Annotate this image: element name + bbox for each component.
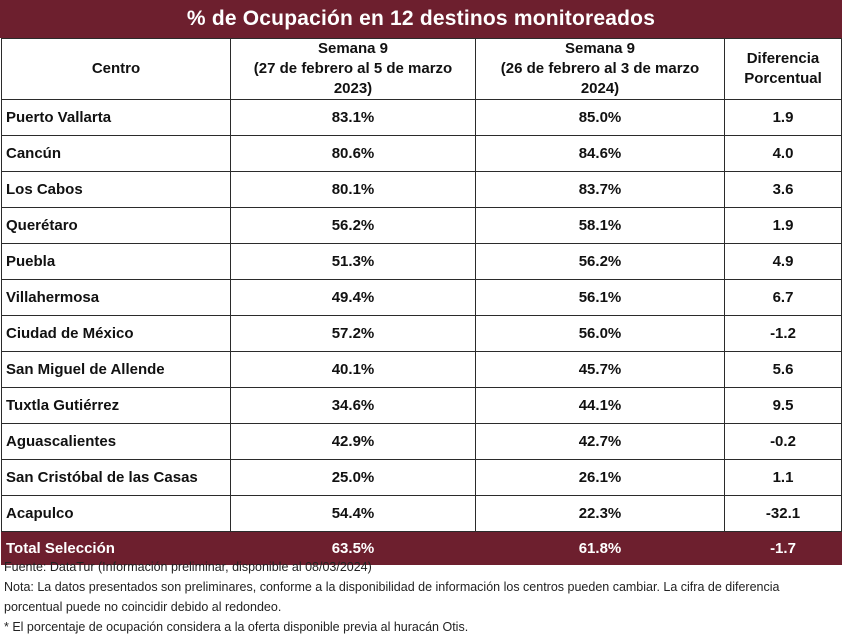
cell-semana-2024: 56.1% <box>475 279 725 316</box>
cell-centro: Aguascalientes <box>1 423 231 460</box>
table-row: Querétaro 56.2% 58.1% 1.9 <box>1 207 842 244</box>
header-diferencia-line2: Porcentual <box>744 70 822 87</box>
cell-semana-2024: 56.2% <box>475 243 725 280</box>
cell-diferencia: 6.7 <box>724 279 842 316</box>
table-row: San Cristóbal de las Casas 25.0% 26.1% 1… <box>1 459 842 496</box>
cell-centro: San Cristóbal de las Casas <box>1 459 231 496</box>
cell-semana-2023: 56.2% <box>230 207 476 244</box>
cell-semana-2023: 51.3% <box>230 243 476 280</box>
source-note: Fuente: DataTur (Información preliminar,… <box>4 560 372 574</box>
asterisk-note: * El porcentaje de ocupación considera a… <box>4 620 469 634</box>
cell-diferencia: 4.0 <box>724 135 842 172</box>
cell-semana-2024: 84.6% <box>475 135 725 172</box>
cell-semana-2024: 42.7% <box>475 423 725 460</box>
cell-semana-2023: 40.1% <box>230 351 476 388</box>
cell-semana-2023: 80.6% <box>230 135 476 172</box>
total-label: Total Selección <box>1 531 231 565</box>
header-diferencia: Diferencia Porcentual <box>724 38 842 100</box>
cell-diferencia: -0.2 <box>724 423 842 460</box>
cell-centro: Querétaro <box>1 207 231 244</box>
table-row: Los Cabos 80.1% 83.7% 3.6 <box>1 171 842 208</box>
cell-semana-2024: 45.7% <box>475 351 725 388</box>
cell-semana-2024: 26.1% <box>475 459 725 496</box>
cell-centro: Puebla <box>1 243 231 280</box>
cell-semana-2023: 80.1% <box>230 171 476 208</box>
header-diferencia-line1: Diferencia <box>746 50 820 67</box>
cell-diferencia: 1.9 <box>724 207 842 244</box>
cell-semana-2024: 58.1% <box>475 207 725 244</box>
cell-semana-2024: 56.0% <box>475 315 725 352</box>
cell-centro: Ciudad de México <box>1 315 231 352</box>
header-semana-2023: Semana 9 (27 de febrero al 5 de marzo 20… <box>230 38 476 100</box>
cell-semana-2023: 54.4% <box>230 495 476 532</box>
table-body: Puerto Vallarta 83.1% 85.0% 1.9 Cancún 8… <box>1 99 842 565</box>
cell-semana-2023: 34.6% <box>230 387 476 424</box>
cell-centro: Puerto Vallarta <box>1 99 231 136</box>
cell-semana-2023: 49.4% <box>230 279 476 316</box>
data-note: Nota: La datos presentados son prelimina… <box>4 580 780 614</box>
header-centro: Centro <box>1 38 231 100</box>
cell-diferencia: 1.1 <box>724 459 842 496</box>
cell-centro: Cancún <box>1 135 231 172</box>
cell-semana-2023: 83.1% <box>230 99 476 136</box>
header-semana-2024: Semana 9 (26 de febrero al 3 de marzo 20… <box>475 38 725 100</box>
cell-semana-2023: 57.2% <box>230 315 476 352</box>
cell-diferencia: 5.6 <box>724 351 842 388</box>
cell-semana-2023: 25.0% <box>230 459 476 496</box>
header-semana-2024-line3: 2024) <box>580 80 620 97</box>
total-diferencia: -1.7 <box>724 531 842 565</box>
cell-centro: Los Cabos <box>1 171 231 208</box>
cell-diferencia: -32.1 <box>724 495 842 532</box>
cell-centro: Tuxtla Gutiérrez <box>1 387 231 424</box>
cell-semana-2024: 83.7% <box>475 171 725 208</box>
table-row: Tuxtla Gutiérrez 34.6% 44.1% 9.5 <box>1 387 842 424</box>
header-semana-2023-line2: (27 de febrero al 5 de marzo <box>253 60 453 77</box>
table-row: Villahermosa 49.4% 56.1% 6.7 <box>1 279 842 316</box>
table-row: San Miguel de Allende 40.1% 45.7% 5.6 <box>1 351 842 388</box>
table-row: Puerto Vallarta 83.1% 85.0% 1.9 <box>1 99 842 136</box>
header-semana-2023-line3: 2023) <box>333 80 373 97</box>
cell-diferencia: 1.9 <box>724 99 842 136</box>
table-row: Aguascalientes 42.9% 42.7% -0.2 <box>1 423 842 460</box>
cell-diferencia: 3.6 <box>724 171 842 208</box>
cell-semana-2024: 44.1% <box>475 387 725 424</box>
table-row: Acapulco 54.4% 22.3% -32.1 <box>1 495 842 532</box>
cell-semana-2024: 85.0% <box>475 99 725 136</box>
table-row: Cancún 80.6% 84.6% 4.0 <box>1 135 842 172</box>
table-title: % de Ocupación en 12 destinos monitoread… <box>0 0 842 38</box>
cell-centro: Acapulco <box>1 495 231 532</box>
table-row: Puebla 51.3% 56.2% 4.9 <box>1 243 842 280</box>
cell-centro: San Miguel de Allende <box>1 351 231 388</box>
cell-diferencia: -1.2 <box>724 315 842 352</box>
occupancy-table: Centro Semana 9 (27 de febrero al 5 de m… <box>1 38 842 565</box>
total-row: Total Selección 63.5% 61.8% -1.7 <box>1 531 842 565</box>
header-row: Centro Semana 9 (27 de febrero al 5 de m… <box>1 38 842 100</box>
header-semana-2024-line2: (26 de febrero al 3 de marzo <box>500 60 700 77</box>
header-centro-label: Centro <box>91 60 141 77</box>
total-semana-2024: 61.8% <box>475 531 725 565</box>
cell-semana-2024: 22.3% <box>475 495 725 532</box>
cell-semana-2023: 42.9% <box>230 423 476 460</box>
table-header: Centro Semana 9 (27 de febrero al 5 de m… <box>1 38 842 100</box>
cell-diferencia: 4.9 <box>724 243 842 280</box>
cell-diferencia: 9.5 <box>724 387 842 424</box>
header-semana-2023-line1: Semana 9 <box>317 40 389 57</box>
footnotes: Fuente: DataTur (Información preliminar,… <box>4 557 838 637</box>
header-semana-2024-line1: Semana 9 <box>564 40 636 57</box>
table-row: Ciudad de México 57.2% 56.0% -1.2 <box>1 315 842 352</box>
cell-centro: Villahermosa <box>1 279 231 316</box>
